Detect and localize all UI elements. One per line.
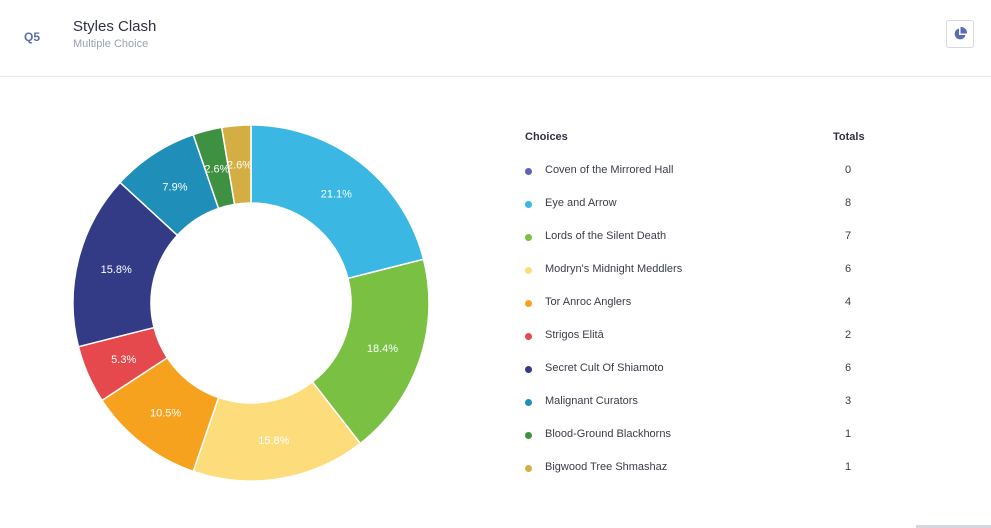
legend-item: Blood-Ground Blackhorns 1: [525, 428, 865, 448]
legend-total: 4: [845, 296, 852, 308]
legend-label: Secret Cult Of Shiamoto: [545, 362, 664, 374]
legend-label: Strigos Elitā: [545, 329, 604, 341]
legend-item: Malignant Curators 3: [525, 395, 865, 415]
legend-swatch: [525, 333, 532, 340]
scrollbar[interactable]: [916, 525, 991, 528]
question-type: Multiple Choice: [73, 38, 149, 50]
legend-label: Malignant Curators: [545, 395, 638, 407]
legend-label: Eye and Arrow: [545, 197, 617, 209]
slice-label: 10.5%: [150, 408, 181, 420]
legend-total: 6: [845, 263, 852, 275]
donut-chart: 21.1% 18.4% 15.8% 10.5% 5.3% 15.8% 7.9% 2.6%2.6…: [72, 124, 430, 482]
legend-swatch: [525, 267, 532, 274]
legend-total: 2: [845, 329, 852, 341]
legend-swatch: [525, 465, 532, 472]
legend-swatch: [525, 399, 532, 406]
legend-item: Modryn's Midnight Meddlers 6: [525, 263, 865, 283]
slice-label: 2.6%: [204, 163, 229, 175]
legend-label: Coven of the Mirrored Hall: [545, 164, 674, 176]
legend-swatch: [525, 300, 532, 307]
slice-label: 7.9%: [162, 182, 187, 194]
question-number: Q5: [24, 30, 41, 44]
donut-slice[interactable]: [311, 258, 430, 445]
totals-header: Totals: [833, 131, 865, 143]
legend-total: 0: [845, 164, 852, 176]
donut-slice[interactable]: [220, 124, 252, 206]
legend-total: 1: [845, 461, 852, 473]
legend-item: Bigwood Tree Shmashaz 1: [525, 461, 865, 481]
legend-label: Tor Anroc Anglers: [545, 296, 632, 308]
legend-item: Secret Cult Of Shiamoto 6: [525, 362, 865, 382]
legend-item: Tor Anroc Anglers 4: [525, 296, 865, 316]
legend-total: 8: [845, 197, 852, 209]
question-header: Q5 Styles Clash Multiple Choice: [0, 0, 991, 77]
legend-total: 3: [845, 395, 852, 407]
donut-slice[interactable]: [250, 124, 425, 280]
legend-item: Coven of the Mirrored Hall 0: [525, 164, 865, 184]
legend-total: 6: [845, 362, 852, 374]
slice-label: 18.4%: [367, 343, 398, 355]
chart-toggle-button[interactable]: [946, 20, 974, 48]
legend-total: 1: [845, 428, 852, 440]
legend-label: Bigwood Tree Shmashaz: [545, 461, 668, 473]
legend-item: Eye and Arrow 8: [525, 197, 865, 217]
legend-swatch: [525, 432, 532, 439]
choices-header: Choices: [525, 131, 568, 143]
legend-item: Strigos Elitā 2: [525, 329, 865, 349]
legend-item: Lords of the Silent Death 7: [525, 230, 865, 250]
legend-swatch: [525, 366, 532, 373]
pie-chart-icon: [954, 27, 967, 40]
question-title: Styles Clash: [73, 18, 157, 35]
legend-swatch: [525, 201, 532, 208]
legend-label: Blood-Ground Blackhorns: [545, 428, 671, 440]
legend-total: 7: [845, 230, 852, 242]
legend-label: Modryn's Midnight Meddlers: [545, 263, 683, 275]
slice-label: 5.3%: [111, 354, 136, 366]
slice-label: 2.6%: [227, 159, 252, 171]
slice-label: 15.8%: [258, 435, 289, 447]
legend-label: Lords of the Silent Death: [545, 230, 667, 242]
slice-label: 21.1%: [321, 188, 352, 200]
slice-label: 15.8%: [101, 264, 132, 276]
legend-swatch: [525, 168, 532, 175]
legend-swatch: [525, 234, 532, 241]
